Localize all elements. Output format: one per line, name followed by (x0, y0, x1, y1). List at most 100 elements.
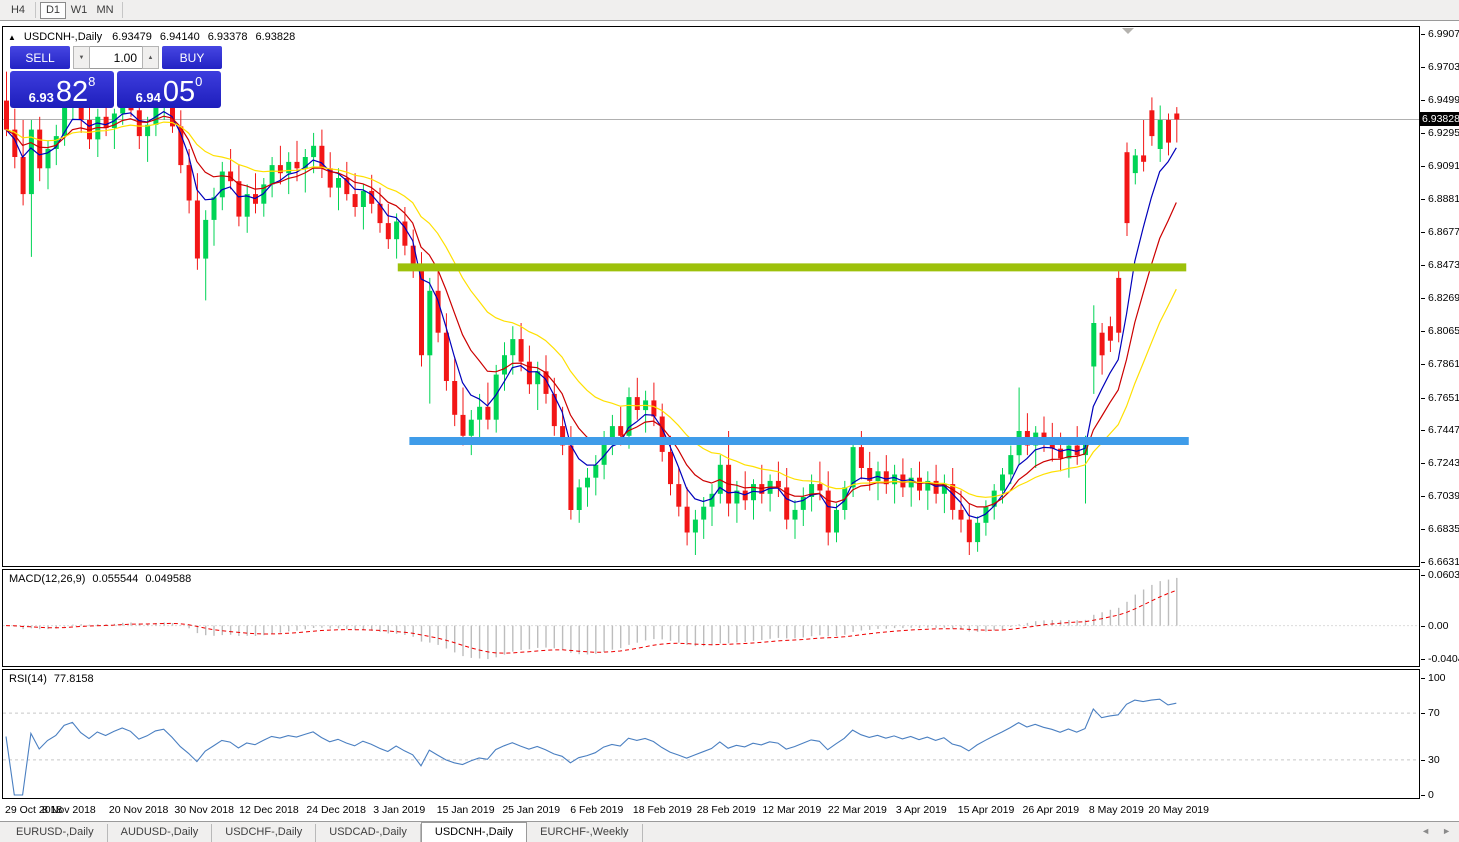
tab-scroll-arrows: ◄ ► (1421, 826, 1451, 836)
date-tick-label: 30 Nov 2018 (174, 804, 234, 816)
volume-decrease-button[interactable]: ▼ (73, 46, 90, 69)
main-chart-pane[interactable] (2, 26, 1420, 567)
date-tick-label: 20 Nov 2018 (108, 804, 169, 816)
period-button-h4[interactable]: H4 (10, 4, 26, 16)
date-tick-label: 12 Mar 2019 (762, 804, 822, 816)
axis-tick-label: 70 (1421, 707, 1440, 719)
period-button-mn[interactable]: MN (96, 4, 114, 16)
chart-tab-usdchf-daily[interactable]: USDCHF-,Daily (212, 824, 317, 842)
buy-price-box[interactable]: 6.94 05 0 (117, 71, 221, 108)
axis-tick-label: 6.88810 (1421, 193, 1459, 205)
axis-tick-label: 6.84730 (1421, 259, 1459, 271)
price-axis[interactable]: 6.99070 6.97030 6.94990 6.92950 6.90910 6.888… (1421, 22, 1459, 820)
axis-tick-label: 6.76510 (1421, 392, 1459, 404)
one-click-trade-panel: SELL ▼ 1.00 ▲ BUY 6.93 82 8 6.94 05 0 (10, 46, 222, 108)
axis-tick-label: 6.74470 (1421, 424, 1459, 436)
date-axis[interactable]: 29 Oct 2018 8 Nov 2018 20 Nov 2018 30 Nov 2… (2, 800, 1420, 821)
sell-price-box[interactable]: 6.93 82 8 (10, 71, 114, 108)
sell-button[interactable]: SELL (10, 46, 70, 69)
macd-signal-value: 0.049588 (145, 573, 192, 585)
date-tick-label: 15 Jan 2019 (436, 804, 495, 816)
date-tick-label: 20 May 2019 (1148, 804, 1209, 816)
date-tick-label: 26 Apr 2019 (1022, 804, 1080, 816)
period-toolbar: H4 D1 W1 MN (0, 0, 1459, 21)
rsi-value: 77.8158 (53, 673, 94, 685)
chevron-down-icon: ▼ (78, 54, 85, 61)
chart-shift-marker-icon[interactable] (1122, 28, 1134, 34)
tab-scroll-right-icon[interactable]: ► (1442, 826, 1451, 836)
axis-tick-label: 0.060342 (1421, 569, 1459, 581)
macd-name: MACD(12,26,9) (9, 573, 86, 585)
axis-tick-label: 6.78610 (1421, 358, 1459, 370)
axis-tick-label: 6.92950 (1421, 127, 1459, 139)
chart-tab-eurchf-weekly[interactable]: EURCHF-,Weekly (527, 824, 643, 842)
date-tick-label: 18 Feb 2019 (632, 804, 692, 816)
period-button-d1[interactable]: D1 (40, 1, 66, 19)
toolbar-separator (122, 2, 123, 18)
axis-tick-label: -0.040415 (1421, 653, 1459, 665)
buy-button[interactable]: BUY (162, 46, 222, 69)
volume-increase-button[interactable]: ▲ (142, 46, 159, 69)
date-tick-label: 6 Feb 2019 (570, 804, 624, 816)
sell-price-prefix: 6.93 (28, 90, 54, 105)
chart-tab-usdcad-daily[interactable]: USDCAD-,Daily (316, 824, 421, 842)
buy-price-main: 05 (162, 76, 196, 108)
volume-input[interactable]: 1.00 (90, 46, 142, 69)
ohlc-open: 6.93479 (112, 31, 152, 43)
sell-price-main: 82 (55, 76, 89, 108)
date-tick-label: 24 Dec 2018 (306, 804, 366, 816)
date-tick-label: 25 Jan 2019 (502, 804, 561, 816)
axis-tick-label: 6.99070 (1421, 28, 1459, 40)
macd-label: MACD(12,26,9) 0.055544 0.049588 (9, 573, 191, 585)
toolbar-separator (35, 2, 36, 18)
rsi-chart[interactable] (3, 670, 1419, 798)
date-tick-label: 8 May 2019 (1088, 804, 1144, 816)
ohlc-high: 6.94140 (159, 31, 200, 43)
buy-price-prefix: 6.94 (135, 90, 161, 105)
tab-scroll-left-icon[interactable]: ◄ (1421, 826, 1431, 836)
chart-ohlc-header: ▲ USDCNH-,Daily 6.93479 6.94140 6.93378 … (8, 31, 295, 43)
axis-tick-label: 100 (1421, 672, 1446, 684)
axis-tick-label: 0 (1421, 789, 1434, 801)
date-tick-label: 22 Mar 2019 (827, 804, 887, 816)
ohlc-low: 6.93378 (207, 31, 248, 43)
date-tick-label: 12 Dec 2018 (239, 804, 299, 816)
chevron-up-icon: ▲ (147, 54, 154, 61)
chart-tab-eurusd-daily[interactable]: EURUSD-,Daily (3, 824, 108, 842)
rsi-label: RSI(14) 77.8158 (9, 673, 94, 685)
date-tick-label: 3 Jan 2019 (373, 804, 426, 816)
ohlc-close: 6.93828 (255, 31, 296, 43)
axis-tick-label: 6.68350 (1421, 523, 1459, 535)
chart-tab-usdcnh-daily[interactable]: USDCNH-,Daily (420, 822, 528, 842)
date-tick-label: 29 Oct 2018 (5, 804, 63, 816)
date-tick-label: 3 Apr 2019 (895, 804, 947, 816)
axis-tick-label: 30 (1421, 754, 1440, 766)
candlestick-chart[interactable] (3, 27, 1419, 566)
axis-tick-label: 6.82690 (1421, 292, 1459, 304)
macd-indicator-pane[interactable]: MACD(12,26,9) 0.055544 0.049588 (2, 569, 1420, 667)
axis-tick-label: 6.97030 (1421, 61, 1459, 73)
chart-symbol-label: USDCNH-,Daily (23, 31, 103, 43)
axis-tick-label: 6.90910 (1421, 160, 1459, 172)
chart-tab-audusd-daily[interactable]: AUDUSD-,Daily (108, 824, 213, 842)
buy-price-pip: 0 (195, 74, 203, 89)
period-button-w1[interactable]: W1 (70, 4, 88, 16)
date-tick-label: 8 Nov 2018 (42, 804, 96, 816)
collapse-triangle-icon[interactable]: ▲ (8, 32, 16, 42)
axis-tick-label: 0.00 (1421, 620, 1448, 632)
axis-tick-label: 6.94990 (1421, 94, 1459, 106)
current-price-tag: 6.93828 (1420, 111, 1459, 126)
axis-tick-label: 6.86770 (1421, 226, 1459, 238)
axis-tick-label: 6.80650 (1421, 325, 1459, 337)
date-tick-label: 28 Feb 2019 (696, 804, 756, 816)
rsi-indicator-pane[interactable]: RSI(14) 77.8158 (2, 669, 1420, 799)
macd-main-value: 0.055544 (92, 573, 139, 585)
axis-tick-label: 6.70390 (1421, 490, 1459, 502)
macd-chart[interactable] (3, 570, 1419, 666)
chart-tab-bar: EURUSD-,Daily AUDUSD-,Daily USDCHF-,Daily U… (0, 821, 1459, 842)
axis-tick-label: 6.72430 (1421, 457, 1459, 469)
rsi-name: RSI(14) (9, 673, 47, 685)
date-tick-label: 15 Apr 2019 (957, 804, 1015, 816)
